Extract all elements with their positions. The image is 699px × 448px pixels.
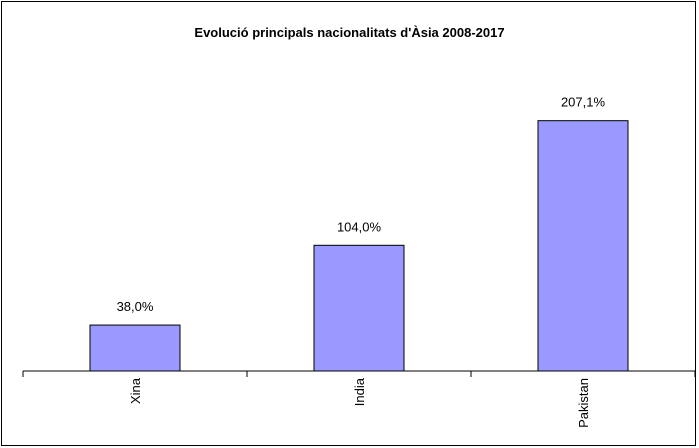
bars-layer: 38,0% 104,0% 207,1% [89,95,629,372]
x-axis: Xina India Pakistan [22,370,696,428]
chart-title: Evolució principals nacionalitats d'Àsia… [194,25,505,40]
data-label-india: 104,0% [337,219,382,234]
x-tick-label-pakistan: Pakistan [576,378,591,428]
bar-india [313,244,405,372]
bar-pakistan [537,120,629,372]
x-tick-label-xina: Xina [128,377,143,404]
bar-xina [89,324,181,372]
x-tick-label-india: India [352,377,367,406]
data-label-pakistan: 207,1% [561,95,606,110]
data-label-xina: 38,0% [117,299,154,314]
